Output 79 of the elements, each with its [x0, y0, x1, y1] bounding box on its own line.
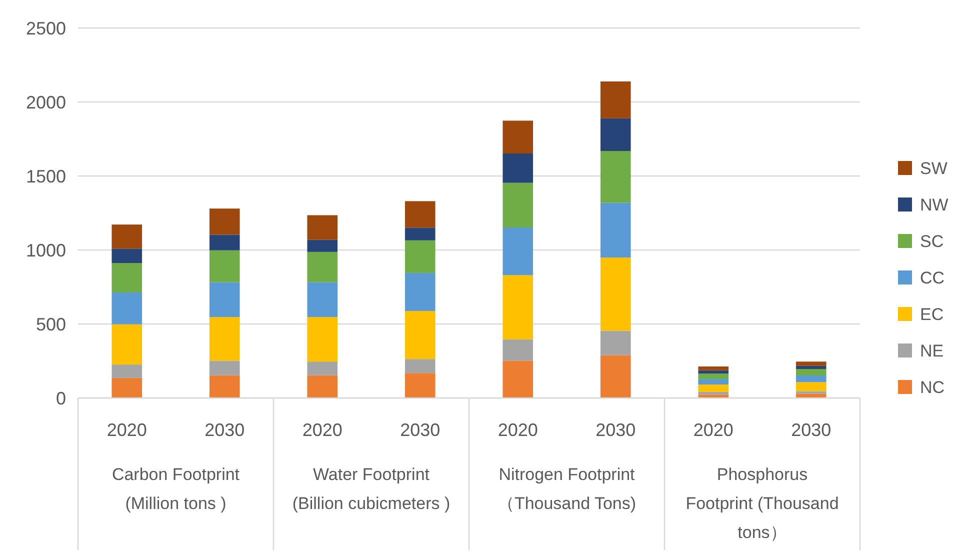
- bar: [600, 202, 631, 258]
- bar: [404, 359, 436, 374]
- bar: [502, 182, 534, 228]
- bar: [112, 248, 142, 264]
- text: Nitrogen Footprint （Thousand Tons): [497, 465, 636, 513]
- bar: [698, 374, 729, 380]
- bar: [209, 234, 240, 250]
- x-tick-label: 2020: [106, 420, 147, 440]
- bar: [600, 330, 631, 356]
- bar: [502, 120, 534, 154]
- bar: [796, 362, 826, 366]
- legend-label: CC: [920, 268, 945, 288]
- bar: [112, 263, 142, 292]
- y-tick-label: 0: [56, 388, 66, 408]
- bar: [698, 384, 729, 392]
- legend-label: EC: [920, 304, 944, 324]
- bar: [209, 282, 240, 318]
- y-tick-label: 2500: [26, 18, 66, 38]
- bar: [404, 310, 436, 360]
- bar: [698, 394, 729, 398]
- bar: [404, 373, 436, 398]
- x-tick-label: 2020: [302, 420, 342, 440]
- bar: [796, 368, 826, 376]
- bar: [112, 364, 142, 378]
- bar: [502, 228, 534, 276]
- bar: [209, 208, 240, 235]
- bar: [112, 324, 142, 365]
- x-tick-label: 2030: [204, 420, 245, 440]
- bar: [502, 360, 534, 398]
- bar: [796, 376, 826, 382]
- bar: [307, 362, 338, 376]
- legend-label: NC: [920, 378, 945, 397]
- bar: [307, 240, 338, 252]
- legend-label: SC: [920, 232, 944, 251]
- bar: [307, 252, 338, 282]
- text: Carbon Footprint (Million tons ): [112, 465, 240, 513]
- bar: [796, 391, 826, 394]
- bar: [600, 258, 631, 331]
- y-tick-label: 500: [36, 314, 66, 334]
- bar: [404, 201, 436, 228]
- x-tick-label: 2020: [498, 420, 538, 440]
- y-tick-label: 1500: [26, 166, 66, 186]
- bar: [698, 370, 729, 374]
- bar: [404, 228, 436, 240]
- bar: [796, 382, 826, 392]
- legend-label: SW: [920, 158, 948, 178]
- bar: [600, 150, 631, 203]
- bar: [600, 118, 631, 151]
- x-tick-label: 2030: [791, 420, 832, 440]
- bar: [209, 317, 240, 361]
- bar: [698, 366, 729, 370]
- bar: [796, 366, 826, 369]
- bar: [404, 272, 436, 311]
- legend-label: NE: [920, 341, 944, 360]
- bar: [502, 154, 534, 183]
- bar: [307, 317, 338, 362]
- bar: [502, 275, 534, 340]
- bar: [600, 355, 631, 398]
- bar: [112, 224, 142, 249]
- bar: [307, 215, 338, 240]
- legend-label: NW: [920, 195, 948, 214]
- bar: [600, 81, 631, 118]
- bar: [112, 292, 142, 324]
- y-tick-label: 2000: [26, 92, 66, 112]
- bar: [502, 339, 534, 361]
- text: Phosphorus Footprint (Thousand tons）: [686, 465, 839, 542]
- bar: [698, 379, 729, 385]
- bar: [209, 250, 240, 282]
- y-tick-label: 1000: [26, 240, 66, 260]
- bar: [209, 375, 240, 398]
- x-tick-label: 2020: [693, 420, 734, 440]
- x-tick-label: 2030: [400, 420, 440, 440]
- x-tick-label: 2030: [596, 420, 636, 440]
- text: Water Footprint (Billion cubicmeters ): [292, 465, 450, 513]
- bar: [112, 378, 142, 398]
- bar: [307, 282, 338, 318]
- bar: [209, 360, 240, 376]
- bar: [307, 375, 338, 398]
- bar: [404, 240, 436, 273]
